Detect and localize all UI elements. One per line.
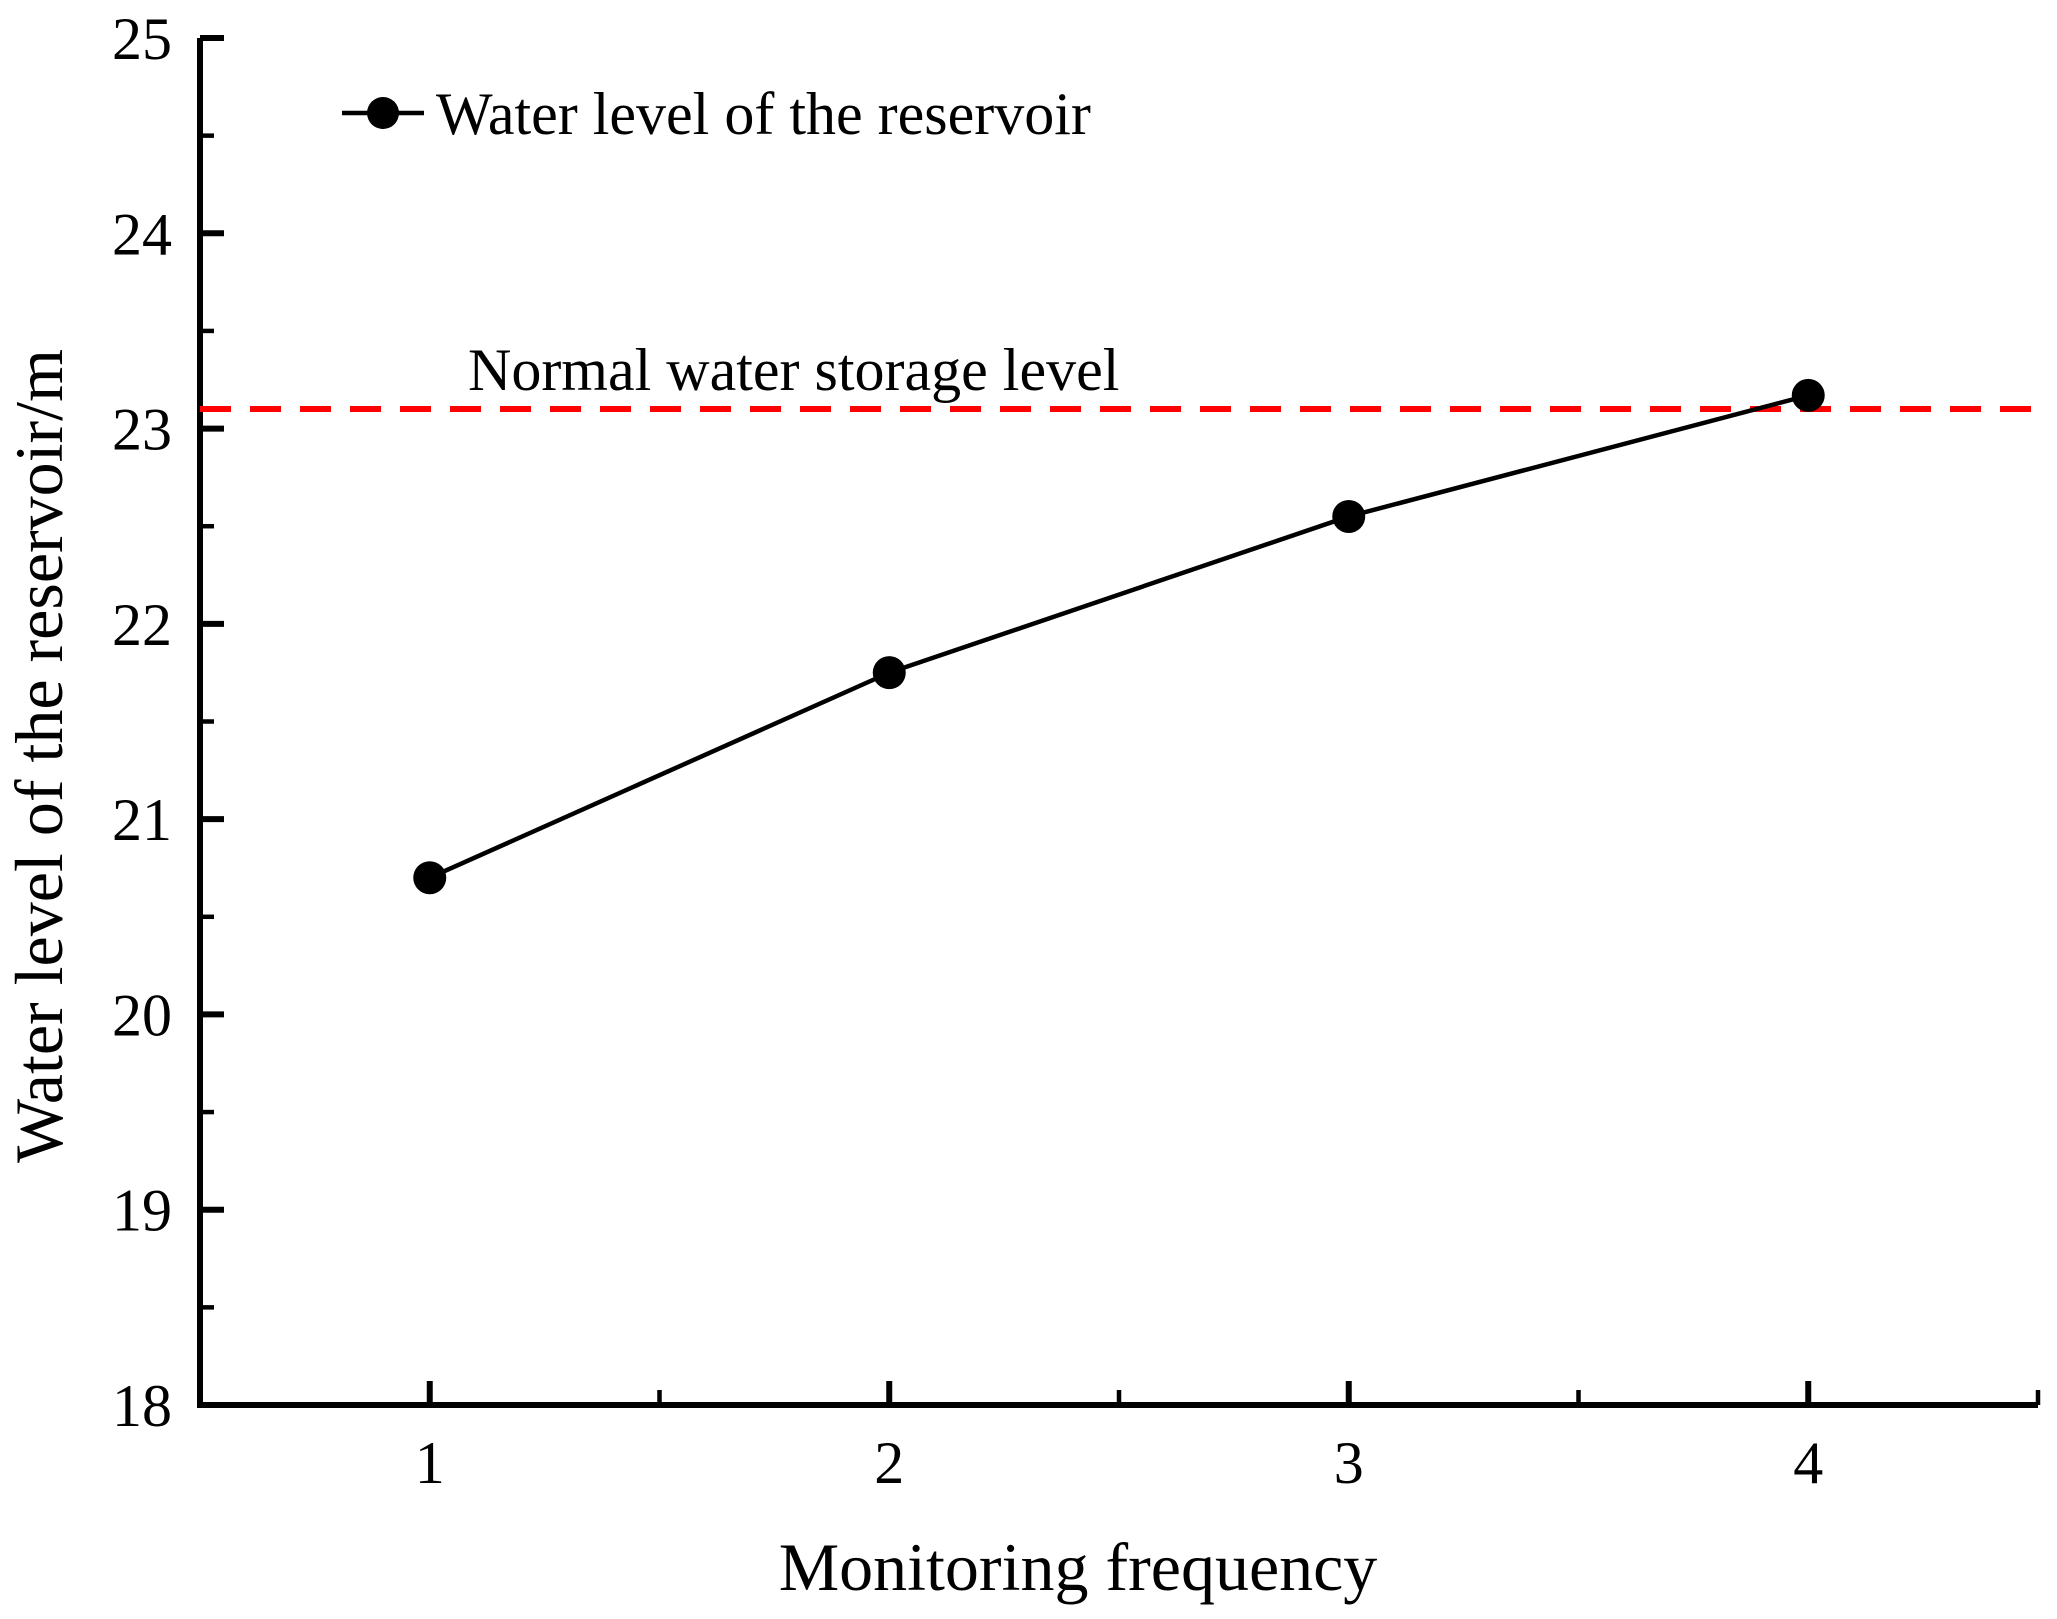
y-tick-label: 19 bbox=[112, 1178, 172, 1244]
data-series-group bbox=[413, 378, 1825, 895]
data-point bbox=[872, 656, 906, 690]
y-tick-label: 21 bbox=[112, 787, 172, 853]
x-axis-title: Monitoring frequency bbox=[779, 1529, 1378, 1605]
legend: Water level of the reservoir bbox=[342, 81, 1091, 147]
y-tick-label: 24 bbox=[112, 201, 172, 267]
y-axis-title: Water level of the reservoir/m bbox=[1, 349, 77, 1163]
y-tick-label: 20 bbox=[112, 982, 172, 1048]
x-tick-label: 2 bbox=[874, 1430, 904, 1496]
y-tick-label: 18 bbox=[112, 1373, 172, 1439]
y-tick-label: 23 bbox=[112, 397, 172, 463]
data-point bbox=[1791, 378, 1825, 412]
x-tick-label: 1 bbox=[415, 1430, 445, 1496]
reference-line-label: Normal water storage level bbox=[468, 337, 1119, 403]
legend-marker-circle bbox=[367, 97, 399, 129]
x-tick-label: 4 bbox=[1793, 1430, 1823, 1496]
y-axis-tick-labels: 18 19 20 21 22 23 24 25 bbox=[112, 6, 172, 1439]
y-axis-ticks bbox=[200, 35, 224, 1408]
x-axis-tick-labels: 1 2 3 4 bbox=[415, 1430, 1824, 1496]
y-tick-label: 22 bbox=[112, 592, 172, 658]
data-point bbox=[413, 861, 447, 895]
legend-label: Water level of the reservoir bbox=[436, 81, 1091, 147]
x-axis-ticks bbox=[426, 1381, 2041, 1405]
y-tick-label: 25 bbox=[112, 6, 172, 72]
axes bbox=[197, 38, 2038, 1408]
x-tick-label: 3 bbox=[1334, 1430, 1364, 1496]
series-line bbox=[428, 393, 1809, 880]
data-point bbox=[1332, 499, 1366, 533]
